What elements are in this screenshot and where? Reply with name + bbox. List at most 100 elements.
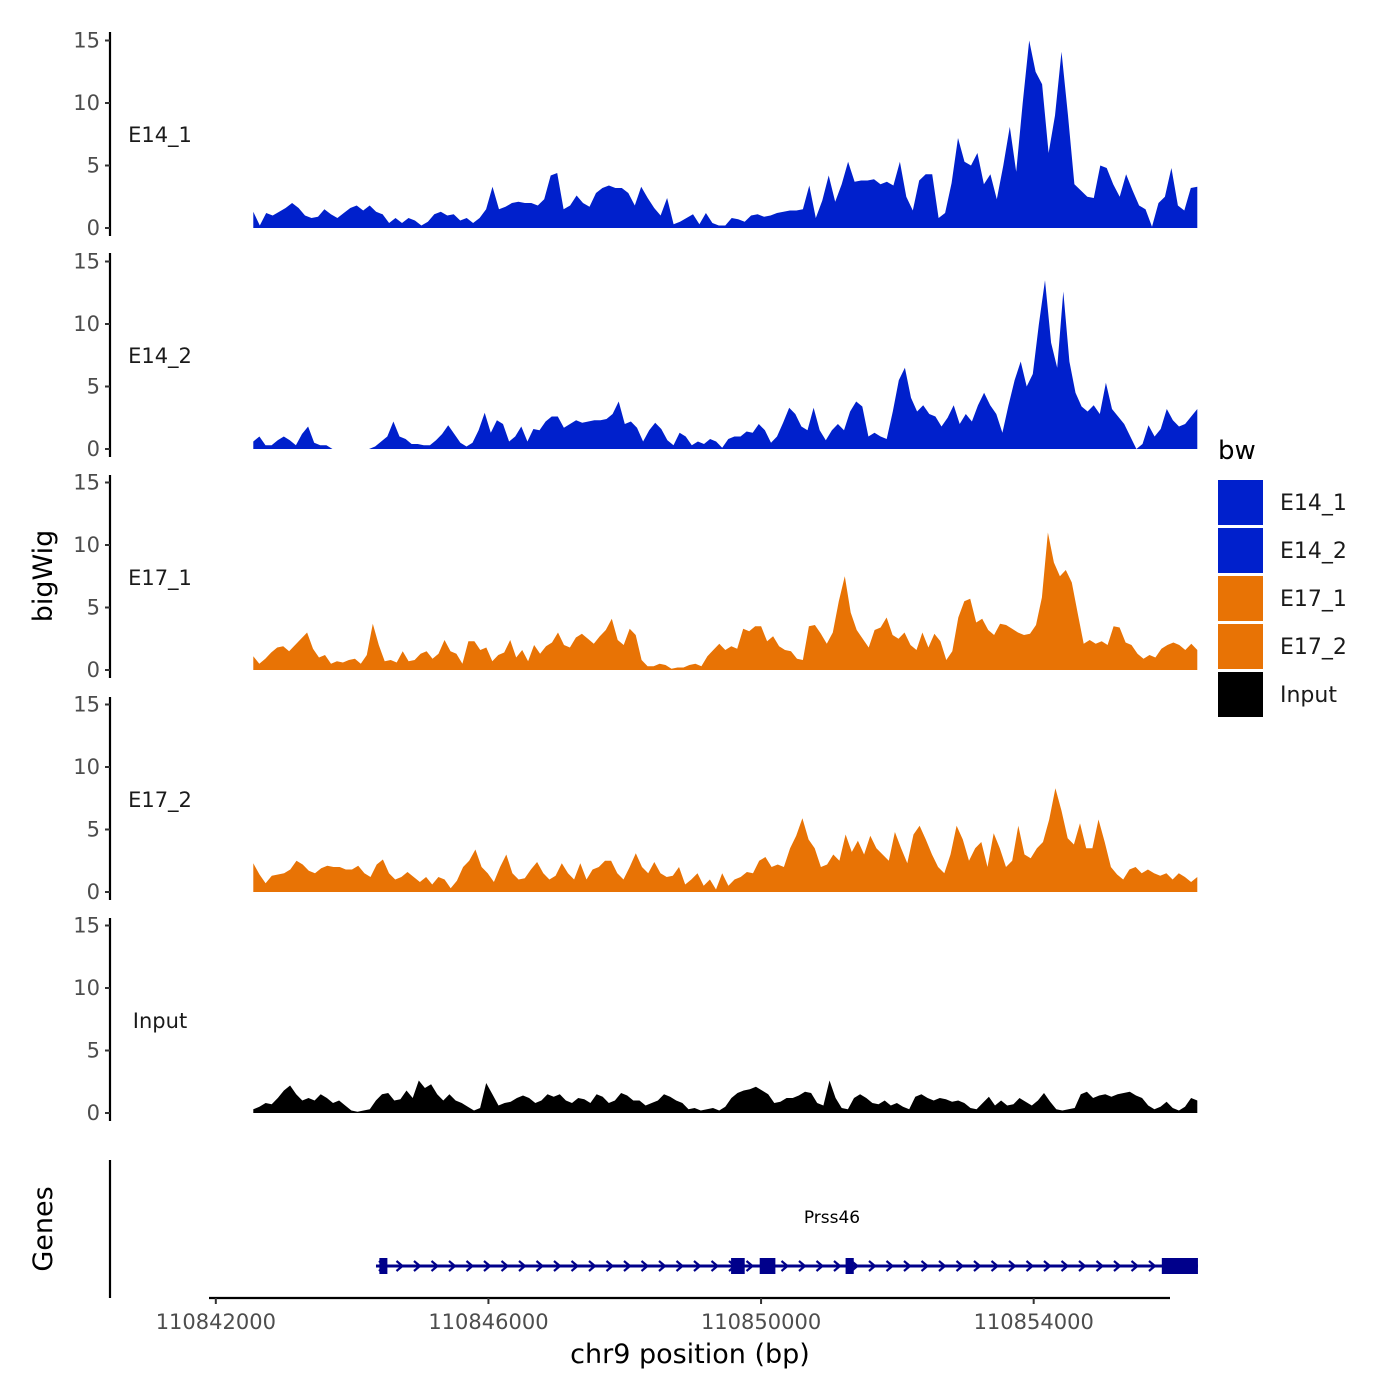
- strand-arrow: [518, 1260, 527, 1272]
- strand-arrow: [553, 1260, 562, 1272]
- y-tick-label: 0: [87, 658, 100, 682]
- strand-arrow: [798, 1260, 807, 1272]
- exon: [379, 1258, 388, 1274]
- track-label-e17_1: E17_1: [128, 566, 192, 591]
- strand-arrow: [1025, 1260, 1035, 1272]
- gene-track: Genes Prss46: [28, 1160, 1198, 1298]
- strand-arrow: [1095, 1260, 1105, 1272]
- strand-arrow: [868, 1260, 877, 1272]
- strand-arrow: [658, 1260, 667, 1272]
- strand-arrow: [1043, 1260, 1052, 1272]
- area-input: [253, 1080, 1198, 1113]
- signal-tracks: 0 5 10 15 E14_1 0 5 10 15 E14_2 0 5 10 15 E17_1 0 5 10 15 E…: [73, 29, 1198, 1125]
- strand-arrow: [465, 1260, 475, 1272]
- y-tick-label: 10: [73, 533, 100, 557]
- legend-label-input: Input: [1280, 683, 1337, 708]
- track-label-e14_2: E14_2: [128, 344, 192, 369]
- track-input: 0 5 10 15 Input: [73, 914, 1198, 1125]
- strand-arrow: [605, 1260, 615, 1272]
- y-axis-title: bigWig: [28, 530, 59, 623]
- strand-arrow: [1113, 1260, 1122, 1272]
- y-tick-label: 0: [87, 216, 100, 240]
- strand-arrow: [500, 1260, 510, 1272]
- y-tick-label: 5: [87, 154, 100, 178]
- y-tick-label: 0: [87, 880, 100, 904]
- legend-label-e14_2: E14_2: [1280, 539, 1347, 564]
- strand-arrow: [430, 1260, 440, 1272]
- x-tick-label: 110850000: [701, 1310, 821, 1334]
- exon: [845, 1258, 854, 1274]
- strand-arrow: [833, 1260, 842, 1272]
- track-e17_2: 0 5 10 15 E17_2: [73, 693, 1198, 904]
- strand-arrow: [693, 1260, 702, 1272]
- strand-arrow: [413, 1260, 422, 1272]
- strand-arrow: [640, 1260, 650, 1272]
- strand-arrow: [938, 1260, 947, 1272]
- strand-arrow: [483, 1260, 492, 1272]
- x-axis-title: chr9 position (bp): [570, 1339, 810, 1370]
- x-axis: chr9 position (bp) 110842000 110846000 110…: [156, 1296, 1170, 1370]
- y-tick-label: 10: [73, 976, 100, 1000]
- strand-arrow: [1060, 1260, 1070, 1272]
- legend-key-e14_2: [1218, 528, 1263, 573]
- y-tick-label: 15: [73, 471, 100, 495]
- legend-title: bw: [1218, 436, 1256, 466]
- area-e14_1: [253, 40, 1198, 228]
- legend-label-e17_2: E17_2: [1280, 635, 1347, 660]
- y-tick-label: 0: [87, 1101, 100, 1125]
- x-tick-label: 110842000: [156, 1310, 276, 1334]
- track-e14_2: 0 5 10 15 E14_2: [73, 250, 1198, 461]
- track-e14_1: 0 5 10 15 E14_1: [73, 29, 1198, 240]
- y-tick-label: 5: [87, 375, 100, 399]
- strand-arrow: [745, 1260, 755, 1272]
- y-tick-label: 10: [73, 312, 100, 336]
- strand-arrow: [1008, 1260, 1017, 1272]
- y-tick-label: 10: [73, 91, 100, 115]
- x-tick-label: 110854000: [974, 1310, 1094, 1334]
- y-tick-label: 15: [73, 914, 100, 938]
- strand-arrow: [990, 1260, 1000, 1272]
- legend: bw E14_1 E14_2 E17_1 E17_2 Input: [1218, 436, 1347, 717]
- track-label-input: Input: [133, 1009, 187, 1033]
- strand-arrow: [710, 1260, 720, 1272]
- exon: [759, 1258, 776, 1274]
- strand-arrow: [395, 1260, 405, 1272]
- y-tick-label: 15: [73, 29, 100, 53]
- strand-arrow: [570, 1260, 580, 1272]
- y-tick-label: 10: [73, 755, 100, 779]
- gene-label: Prss46: [804, 1208, 860, 1228]
- area-e17_2: [253, 788, 1198, 892]
- y-tick-label: 5: [87, 1039, 100, 1063]
- y-tick-label: 15: [73, 250, 100, 274]
- strand-arrow: [448, 1260, 457, 1272]
- strand-arrow: [1078, 1260, 1087, 1272]
- strand-arrow: [675, 1260, 685, 1272]
- strand-arrow: [1130, 1260, 1140, 1272]
- legend-key-e17_2: [1218, 624, 1263, 669]
- legend-key-e17_1: [1218, 576, 1263, 621]
- strand-arrow: [903, 1260, 912, 1272]
- strand-arrow: [588, 1260, 597, 1272]
- track-e17_1: 0 5 10 15 E17_1: [73, 471, 1198, 682]
- area-e17_1: [253, 532, 1198, 670]
- gene-prss46: Prss46: [375, 1208, 1198, 1274]
- strand-arrow: [1148, 1260, 1157, 1272]
- strand-arrow: [973, 1260, 982, 1272]
- strand-arrow: [815, 1260, 825, 1272]
- strand-arrow: [623, 1260, 632, 1272]
- x-tick-label: 110846000: [428, 1310, 548, 1334]
- y-tick-label: 0: [87, 437, 100, 461]
- strand-arrow: [780, 1260, 790, 1272]
- y-tick-label: 15: [73, 693, 100, 717]
- strand-arrow: [920, 1260, 930, 1272]
- exon: [1161, 1258, 1198, 1274]
- area-e14_2: [253, 280, 1198, 449]
- legend-key-input: [1218, 672, 1263, 717]
- exon: [731, 1258, 745, 1274]
- legend-key-e14_1: [1218, 480, 1263, 525]
- y-tick-label: 5: [87, 818, 100, 842]
- y-tick-label: 5: [87, 596, 100, 620]
- strand-arrow: [955, 1260, 965, 1272]
- legend-label-e14_1: E14_1: [1280, 491, 1347, 516]
